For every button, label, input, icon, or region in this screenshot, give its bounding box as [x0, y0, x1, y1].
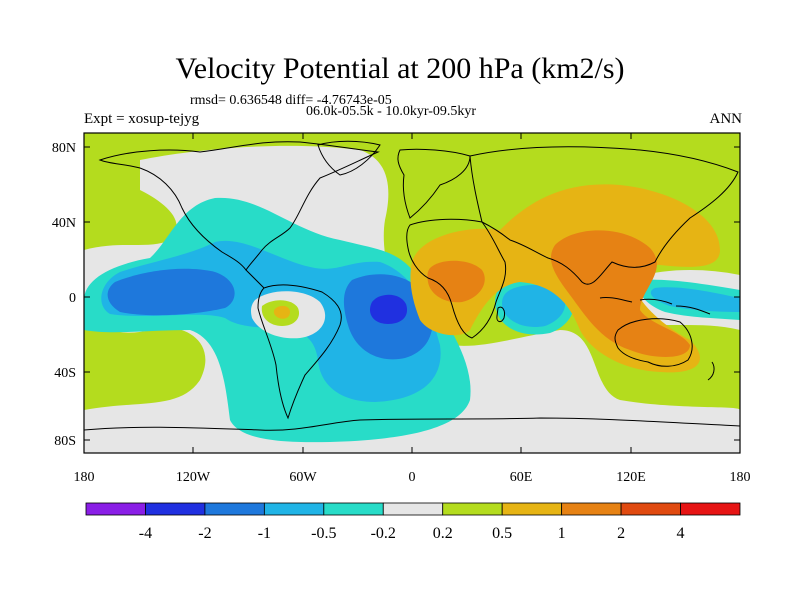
colorbar-box-1: [145, 502, 206, 516]
coast-europe: [397, 148, 471, 219]
colorbar-label-2: -1: [258, 525, 271, 542]
lon-label-60e: 60E: [510, 470, 533, 485]
coast-central-america: [245, 269, 265, 289]
lon-label-60w: 60W: [289, 470, 317, 485]
latitude-axis: 80N 40N 0 40S 80S: [52, 141, 740, 449]
colorbar-label-9: 4: [677, 525, 685, 542]
colorbar-label-5: 0.2: [433, 525, 453, 542]
coast-indonesia: [599, 297, 711, 315]
colorbar-label-7: 1: [558, 525, 566, 542]
coast-greenland: [317, 140, 381, 176]
colorbar-label-1: -2: [198, 525, 211, 542]
colorbar-box-7: [501, 502, 563, 516]
positive-strong-west-africa: [427, 260, 485, 303]
coast-madagascar: [496, 306, 505, 323]
rmsd-diff-stats: rmsd= 0.636548 diff= -4.76743e-05: [190, 93, 392, 108]
colorbar-box-5: [382, 502, 444, 516]
season-label: ANN: [709, 111, 743, 127]
longitude-axis: 180 120W 60W 0 60E 120E 180: [74, 133, 751, 485]
coast-australia: [614, 318, 693, 367]
positive-core-south-america: [273, 305, 290, 319]
experiment-label: Expt = xosup-tejyg: [84, 111, 200, 127]
negative-max-atlantic: [369, 294, 408, 324]
lat-label-80s: 80S: [54, 434, 76, 449]
colorbar-box-6: [442, 502, 503, 516]
lat-label-40n: 40N: [52, 216, 76, 231]
colorbar-box-10: [680, 502, 741, 516]
lon-label-120e: 120E: [616, 470, 646, 485]
coastlines: [84, 140, 740, 431]
lon-label-180w: 180: [74, 470, 95, 485]
colorbar-label-3: -0.5: [311, 525, 336, 542]
lon-label-0: 0: [409, 470, 416, 485]
colorbar-box-4: [323, 502, 384, 516]
negative-mid-west-pacific: [650, 287, 740, 312]
colorbar-box-2: [204, 502, 265, 516]
velocity-potential-field: [84, 133, 740, 453]
colorbar-box-8: [561, 502, 622, 516]
page-title: Velocity Potential at 200 hPa (km2/s): [175, 52, 625, 85]
colorbar-label-6: 0.5: [492, 525, 512, 542]
negative-mid-indian-ocean: [501, 285, 566, 328]
colorbar-box-3: [263, 502, 325, 516]
colorbar-label-8: 2: [617, 525, 625, 542]
lat-label-0: 0: [69, 291, 76, 306]
period-label: 06.0k-05.5k - 10.0kyr-09.5kyr: [306, 104, 477, 119]
lat-label-40s: 40S: [54, 366, 76, 381]
coast-south-america: [257, 284, 342, 420]
coast-antarctica: [84, 417, 740, 431]
coast-north-america: [98, 141, 380, 271]
colorbar-label-4: -0.2: [371, 525, 396, 542]
colorbar-box-9: [620, 502, 681, 516]
colorbar-label-0: -4: [139, 525, 152, 542]
colorbar: -4 -2 -1 -0.5 -0.2 0.2 0.5 1 2 4: [85, 502, 741, 542]
coast-asia: [469, 146, 739, 285]
coast-new-zealand: [707, 361, 715, 381]
lon-label-180e: 180: [730, 470, 751, 485]
coast-africa: [406, 218, 507, 339]
lat-label-80n: 80N: [52, 141, 76, 156]
colorbar-box-0: [85, 502, 146, 516]
negative-strong-pacific: [107, 268, 235, 316]
lon-label-120w: 120W: [176, 470, 211, 485]
